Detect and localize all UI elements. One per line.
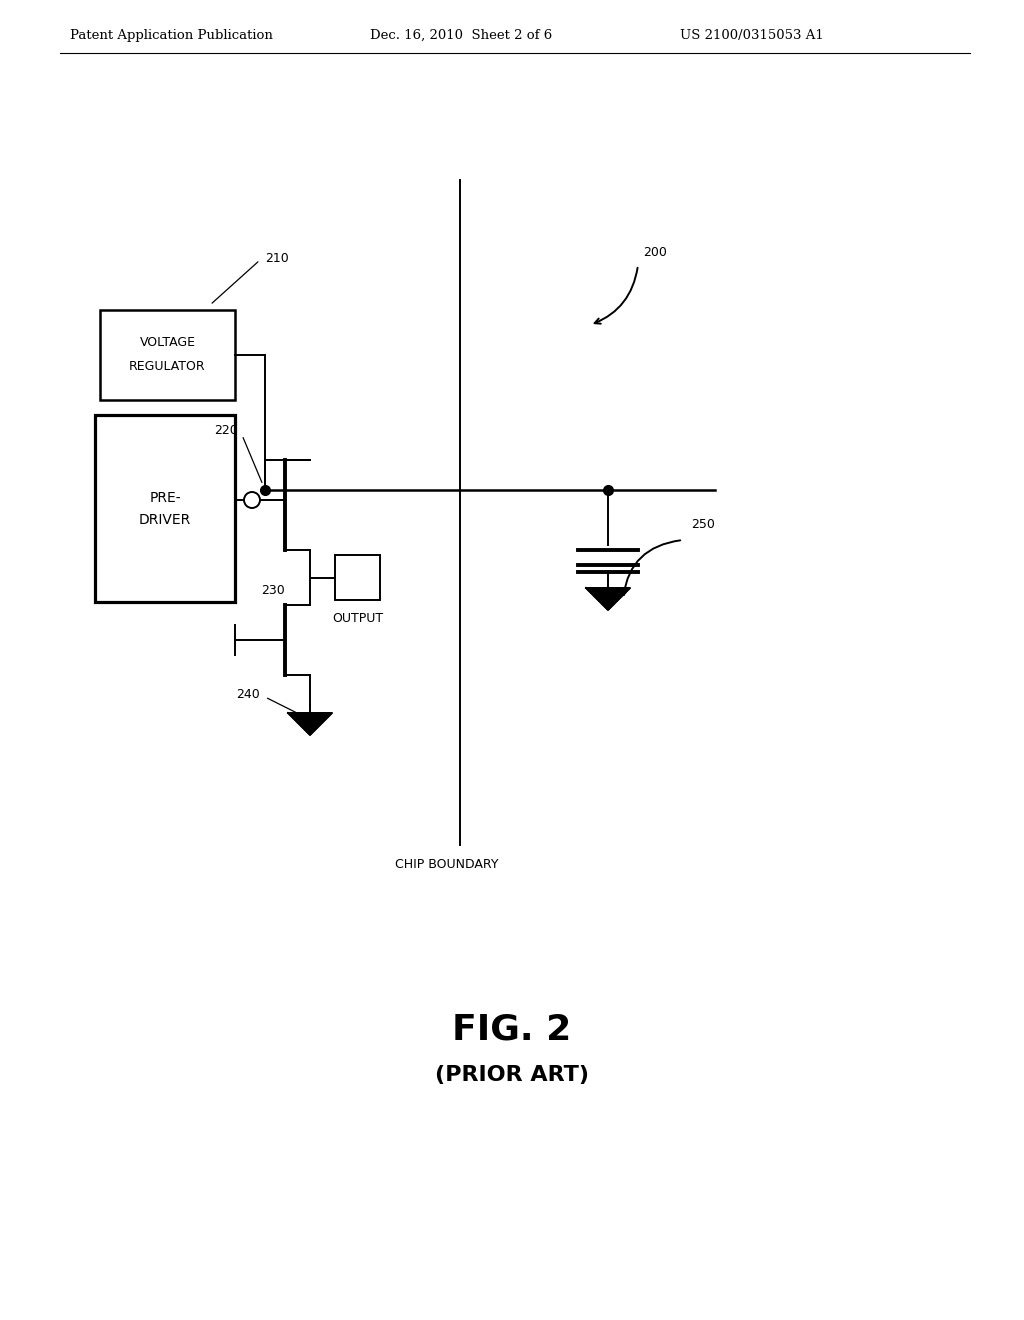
Text: 240: 240 xyxy=(237,689,260,701)
Text: OUTPUT: OUTPUT xyxy=(332,611,383,624)
Bar xyxy=(100,310,234,400)
Text: Patent Application Publication: Patent Application Publication xyxy=(70,29,272,41)
Bar xyxy=(95,414,234,602)
Polygon shape xyxy=(288,713,332,735)
Text: US 2100/0315053 A1: US 2100/0315053 A1 xyxy=(680,29,823,41)
Text: DRIVER: DRIVER xyxy=(139,513,191,528)
Text: 230: 230 xyxy=(261,583,285,597)
Bar xyxy=(335,554,380,599)
Text: PRE-: PRE- xyxy=(150,491,181,506)
Text: 200: 200 xyxy=(643,247,667,260)
Text: FIG. 2: FIG. 2 xyxy=(453,1012,571,1047)
Text: 220: 220 xyxy=(214,424,238,437)
Polygon shape xyxy=(586,587,630,610)
Text: REGULATOR: REGULATOR xyxy=(129,360,206,374)
Text: (PRIOR ART): (PRIOR ART) xyxy=(435,1065,589,1085)
Text: 250: 250 xyxy=(691,519,715,532)
Text: CHIP BOUNDARY: CHIP BOUNDARY xyxy=(395,858,499,871)
Text: 210: 210 xyxy=(265,252,289,264)
Text: Dec. 16, 2010  Sheet 2 of 6: Dec. 16, 2010 Sheet 2 of 6 xyxy=(370,29,552,41)
Text: VOLTAGE: VOLTAGE xyxy=(139,337,196,350)
